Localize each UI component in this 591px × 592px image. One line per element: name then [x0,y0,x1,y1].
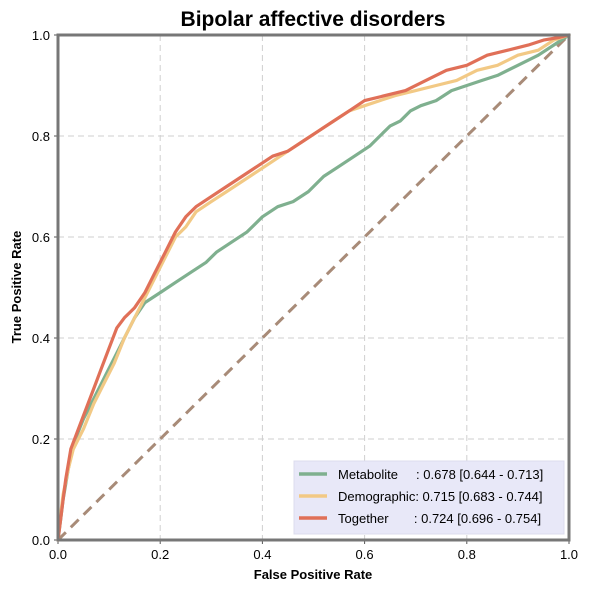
x-tick-label: 0.8 [458,547,476,562]
x-tick-label: 0.4 [253,547,271,562]
chance-diagonal-line [56,33,571,542]
plot-frame [56,33,571,542]
x-tick-label: 0.6 [356,547,374,562]
legend-box [293,460,565,535]
y-tick-label: 1.0 [32,28,50,43]
y-tick-label: 0.6 [32,230,50,245]
x-tick-label: 1.0 [560,547,578,562]
roc-series-group [56,33,571,542]
x-tick-label: 0.2 [151,547,169,562]
legend-label-together: Together : 0.724 [0.696 - 0.754] [338,511,541,526]
grid-lines [58,35,569,540]
y-axis-label: True Positive Rate [9,231,24,344]
roc-line-demographic [56,33,571,542]
y-tick-label: 0.0 [32,533,50,548]
axis-ticks: 0.0 0.2 0.4 0.6 0.8 1.0 0.0 0.2 0.4 0.6 0.8 1.0 [32,28,578,562]
y-tick-label: 0.8 [32,129,50,144]
x-tick-label: 0.0 [49,547,67,562]
roc-line-metabolite [56,33,571,542]
y-tick-label: 0.2 [32,432,50,447]
legend-label-demographic: Demographic: 0.715 [0.683 - 0.744] [338,489,543,504]
x-axis-label: False Positive Rate [254,567,373,582]
chart-title: Bipolar affective disorders [181,8,446,31]
roc-line-together [56,33,571,542]
y-tick-label: 0.4 [32,331,50,346]
legend: Metabolite : 0.678 [0.644 - 0.713] Demogr… [293,460,565,535]
legend-label-metabolite: Metabolite : 0.678 [0.644 - 0.713] [338,467,543,482]
